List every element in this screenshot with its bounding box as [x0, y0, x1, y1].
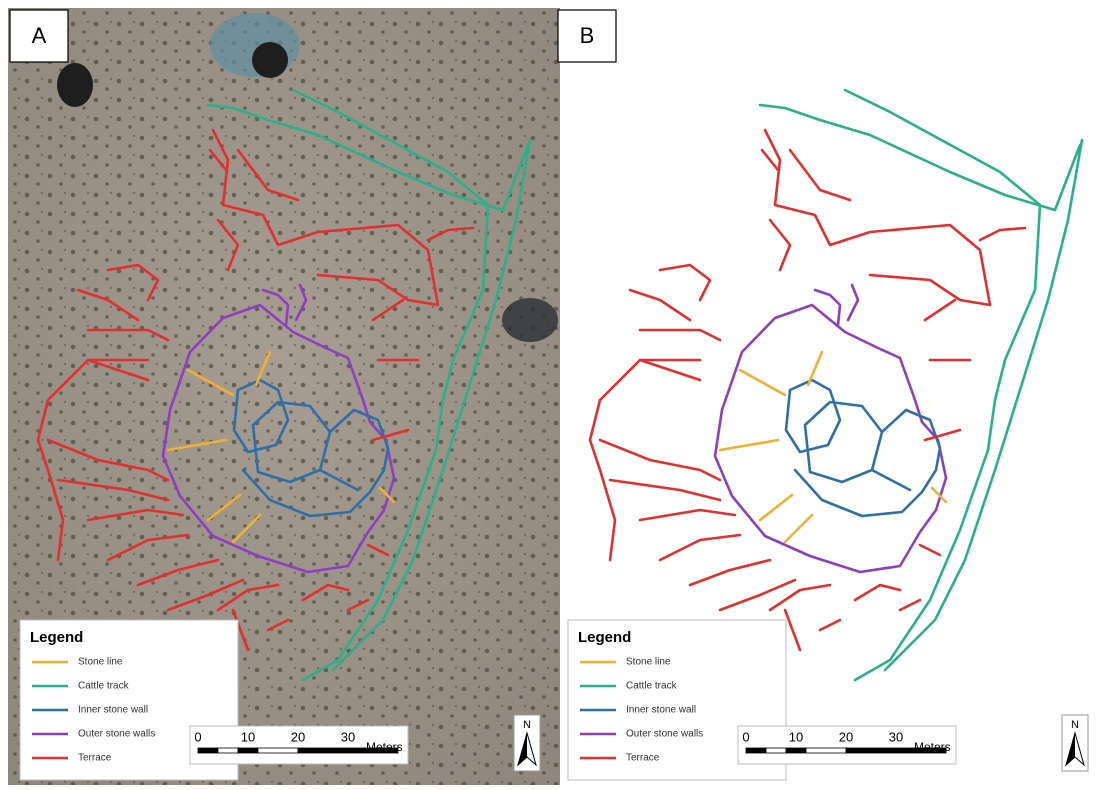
north-label: N: [1071, 719, 1079, 731]
panel-b: B Legend Stone line Cattle track Inner stone…: [558, 10, 1088, 780]
figure: A Legend Stone line Cattle track Inner stone…: [0, 0, 1109, 785]
legend-label: Terrace: [626, 753, 660, 764]
features-b: [590, 90, 1082, 680]
scale-tick-label: 0: [742, 729, 749, 744]
legend-title: Legend: [30, 629, 83, 646]
scale-unit: Meters: [914, 740, 951, 754]
scale-tick-label: 30: [889, 729, 903, 744]
scale-segment: [806, 748, 846, 753]
shadow: [502, 298, 558, 342]
north-label: N: [523, 719, 531, 731]
scale-segment: [258, 748, 298, 753]
scale-segment: [786, 748, 806, 753]
legend-label: Terrace: [78, 753, 112, 764]
scale-segment: [238, 748, 258, 753]
scale-segment: [746, 748, 766, 753]
scale-tick-label: 10: [241, 729, 255, 744]
shadow: [252, 42, 288, 78]
scale-tick-label: 20: [839, 729, 853, 744]
scale-unit: Meters: [366, 740, 403, 754]
legend-label: Cattle track: [78, 681, 130, 692]
scale-tick-label: 30: [341, 729, 355, 744]
scale-tick-label: 10: [789, 729, 803, 744]
legend-label: Outer stone walls: [626, 729, 703, 740]
legend-label: Cattle track: [626, 681, 678, 692]
legend-title: Legend: [578, 629, 631, 646]
scale-segment: [198, 748, 218, 753]
shadow: [57, 63, 93, 107]
scale-tick-label: 20: [291, 729, 305, 744]
legend-label: Inner stone wall: [626, 705, 696, 716]
legend-label: Stone line: [78, 657, 123, 668]
legend-label: Stone line: [626, 657, 671, 668]
scale-segment: [766, 748, 786, 753]
panel-label: A: [32, 23, 47, 48]
legend-label: Outer stone walls: [78, 729, 155, 740]
page: {"panels": [ {"label": "A", "legend": {"…: [0, 0, 1109, 785]
legend-label: Inner stone wall: [78, 705, 148, 716]
panel-label: B: [580, 23, 595, 48]
scale-tick-label: 0: [194, 729, 201, 744]
scale-segment: [218, 748, 238, 753]
